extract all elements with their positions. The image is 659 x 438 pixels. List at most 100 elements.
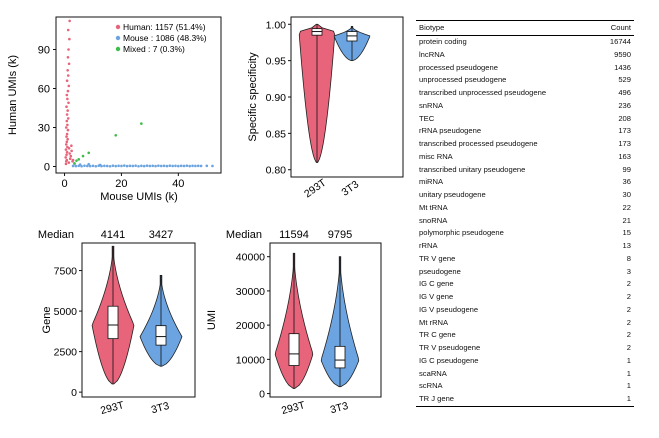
scatter-point-human xyxy=(64,143,68,146)
legend: Human: 1157 (51.4%)Mouse : 1086 (48.3%)M… xyxy=(115,22,207,54)
scatter-point-mouse xyxy=(98,163,102,167)
table-row: IG C pseudogene 1 xyxy=(416,355,634,368)
scatter-point-mixed xyxy=(81,154,85,158)
count-cell: 529 xyxy=(618,75,631,85)
scatter-point-mouse xyxy=(91,164,95,168)
scatter-point-mouse xyxy=(78,163,82,166)
scatter-point-human xyxy=(65,153,68,157)
scatter-point-human xyxy=(67,62,71,66)
scatter-point-human xyxy=(66,123,69,127)
table-row: TR V gene 8 xyxy=(416,253,634,266)
count-cell: 21 xyxy=(622,215,631,225)
biotype-cell: pseudogene xyxy=(419,266,461,276)
count-cell: 8 xyxy=(626,253,631,263)
count-cell: 1 xyxy=(626,355,631,365)
scatter-point-mouse xyxy=(108,164,112,168)
scatter-point-mouse xyxy=(74,164,78,168)
y-axis-ticks: 0 30 60 90 xyxy=(38,45,56,174)
scatter-point-mouse xyxy=(174,164,177,168)
table-row: snRNA 236 xyxy=(416,100,634,113)
biotype-cell: snoRNA xyxy=(419,215,448,225)
scatter-point-mouse xyxy=(94,164,98,168)
scatter-point-human xyxy=(66,74,70,77)
table-row: rRNA 13 xyxy=(416,240,634,253)
scatter-point-mouse xyxy=(145,164,149,168)
biotype-cell: lncRNA xyxy=(419,49,445,59)
biotype-cell: TR J gene xyxy=(419,394,455,403)
biotype-cell: IG C pseudogene xyxy=(419,355,479,365)
biotype-cell: processed pseudogene xyxy=(419,62,498,72)
table-row: rRNA pseudogene 173 xyxy=(416,125,634,138)
scatter-point-human xyxy=(65,119,69,123)
scatter-point-mixed xyxy=(73,161,76,165)
biotype-cell: TEC xyxy=(419,113,435,123)
scatter-point-mouse xyxy=(182,164,186,168)
scatter-point-mouse xyxy=(103,164,106,168)
scatter-point-human xyxy=(69,154,73,158)
count-cell: 30 xyxy=(622,190,631,199)
scatter-point-mouse xyxy=(168,164,172,168)
scatter-point-mouse xyxy=(111,164,115,168)
count-cell: 36 xyxy=(622,177,631,187)
scatter-point-mixed xyxy=(75,159,78,162)
y-tick-label: 0 xyxy=(44,162,50,174)
scatter-point-mouse xyxy=(165,164,169,168)
table-row: TR C gene 2 xyxy=(416,329,634,342)
table-row: unprocessed pseudogene 529 xyxy=(416,74,634,87)
count-cell: 2 xyxy=(626,317,631,327)
count-cell: 2 xyxy=(626,292,631,301)
scatter-point-mouse xyxy=(120,164,123,168)
scatter-point-mouse xyxy=(142,164,146,168)
scatter-point-mouse xyxy=(88,164,92,168)
scatter-point-human xyxy=(67,48,70,51)
legend-marker xyxy=(115,46,121,52)
y-tick-label: 30 xyxy=(38,123,50,135)
count-cell: 9590 xyxy=(614,49,631,59)
legend-label: Mouse : 1086 (48.3%) xyxy=(123,33,207,43)
scatter-point-human xyxy=(65,150,69,154)
scatter-point-mouse xyxy=(205,164,209,168)
count-cell: 2 xyxy=(626,330,631,340)
count-cell: 13 xyxy=(622,241,631,250)
scatter-point-mouse xyxy=(179,164,183,168)
scatter-point-mouse xyxy=(194,164,197,168)
scatter-point-human xyxy=(66,128,70,132)
scatter-point-human xyxy=(67,84,71,88)
scatter-point-mixed xyxy=(77,158,81,161)
scatter-point-human xyxy=(66,109,69,112)
legend-label: Human: 1157 (51.4%) xyxy=(123,22,206,32)
scatter-point-mouse xyxy=(105,164,109,168)
y-axis-label: Human UMIs (k) xyxy=(7,55,19,135)
count-cell: 2 xyxy=(626,343,631,352)
count-cell: 208 xyxy=(618,113,631,123)
scatter-points xyxy=(64,19,214,168)
scatter-point-mouse xyxy=(162,164,166,168)
biotype-cell: scaRNA xyxy=(419,368,447,378)
table-row: protein coding 16744 xyxy=(416,36,634,49)
biotype-cell: transcribed unprocessed pseudogene xyxy=(419,88,547,97)
table-row: transcribed unprocessed pseudogene 496 xyxy=(416,87,634,100)
count-cell: 99 xyxy=(622,164,631,174)
biotype-cell: polymorphic pseudogene xyxy=(419,228,504,238)
scatter-point-mouse xyxy=(188,164,192,168)
scatter-point-mouse xyxy=(83,164,86,168)
scatter-point-mouse xyxy=(134,164,137,168)
scatter-point-mouse xyxy=(131,164,135,168)
scatter-point-human xyxy=(66,56,70,59)
scatter-point-human xyxy=(65,93,69,97)
table-row: Mt rRNA 2 xyxy=(416,317,634,330)
scatter-point-mouse xyxy=(117,164,120,168)
scatter-point-human xyxy=(65,113,69,116)
legend-marker xyxy=(115,35,121,41)
scatter-point-mouse xyxy=(177,164,180,168)
scatter-point-human xyxy=(68,19,71,23)
biotype-cell: TR C gene xyxy=(419,330,456,340)
scatter-point-human xyxy=(66,137,69,141)
scatter-point-mixed xyxy=(87,151,91,155)
scatter-point-mouse xyxy=(114,164,118,168)
scatter-point-human xyxy=(66,97,69,101)
table-row: processed pseudogene 1436 xyxy=(416,62,634,75)
count-cell: 173 xyxy=(618,126,631,136)
scatter-point-mouse xyxy=(196,164,200,168)
y-tick-label: 60 xyxy=(38,84,50,96)
